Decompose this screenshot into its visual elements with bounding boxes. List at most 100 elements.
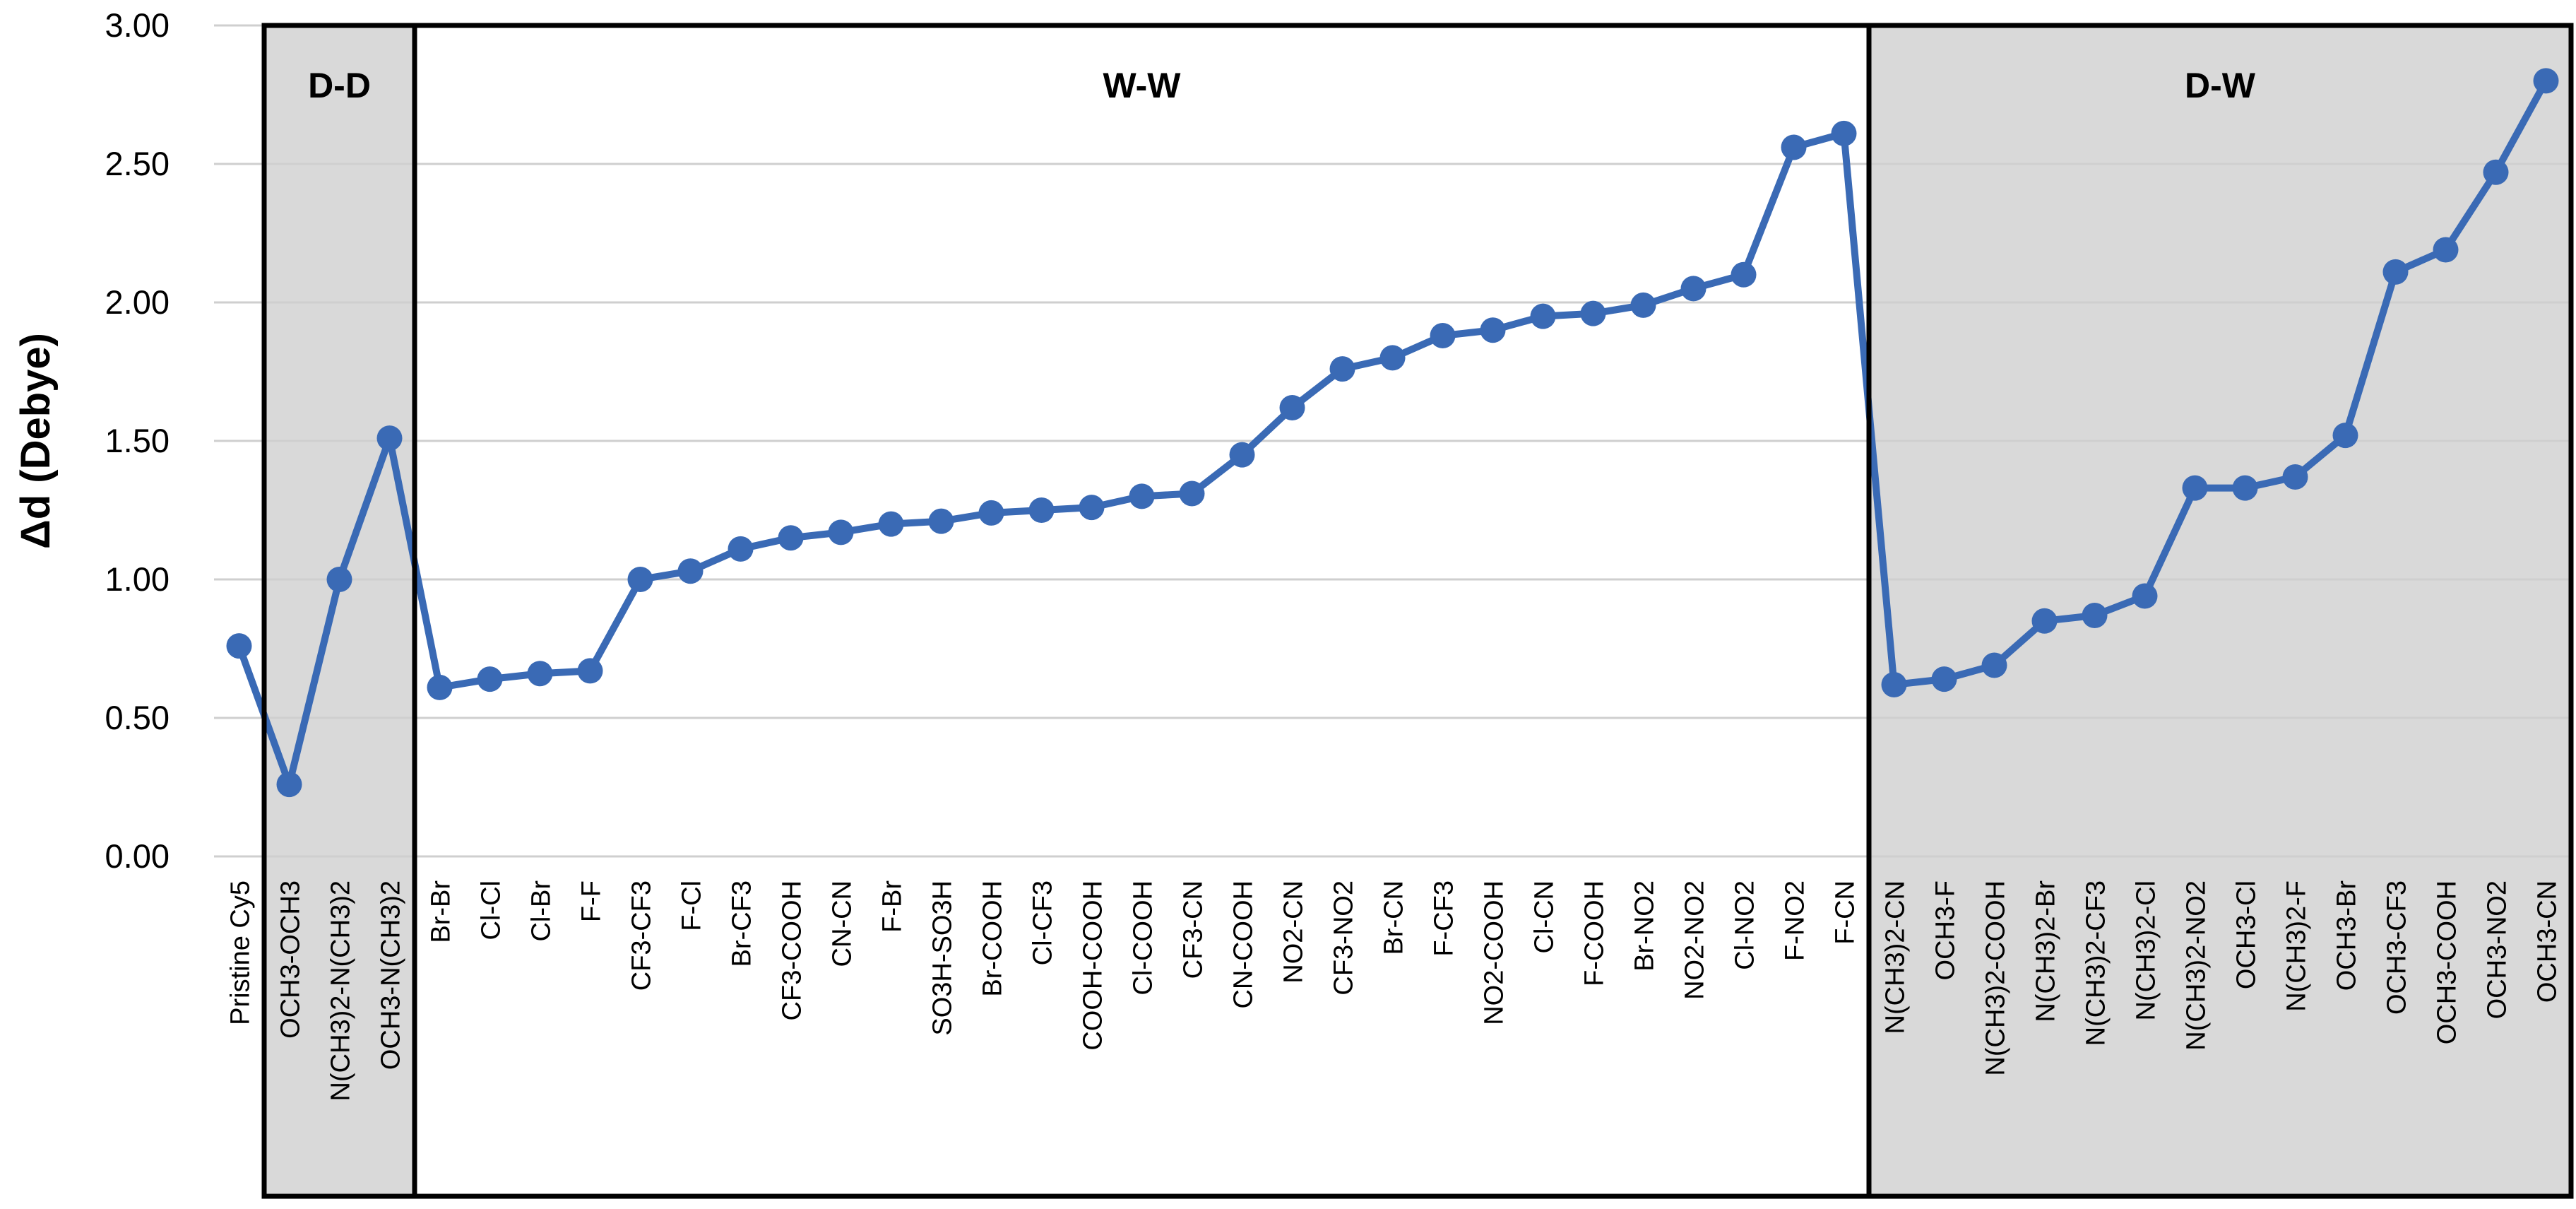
section-band-D-D xyxy=(264,25,415,1196)
x-category-label: CN-COOH xyxy=(1229,880,1259,1009)
x-category-label: OCH3-OCH3 xyxy=(276,880,306,1039)
data-point xyxy=(1831,120,1857,146)
x-category-label: Cl-Cl xyxy=(477,880,506,940)
x-category-label: NO2-COOH xyxy=(1480,880,1509,1025)
x-category-label: CF3-CN xyxy=(1179,880,1209,979)
x-category-label: N(CH3)2-CN xyxy=(1881,880,1911,1034)
x-category-label: F-F xyxy=(577,880,607,922)
data-point xyxy=(2332,423,2358,449)
data-point xyxy=(928,508,954,534)
x-category-label: F-CF3 xyxy=(1430,880,1459,957)
data-point xyxy=(2031,608,2058,634)
data-point xyxy=(1480,317,1506,343)
data-point xyxy=(978,500,1004,526)
x-category-label: F-CN xyxy=(1831,880,1860,945)
data-point xyxy=(1931,666,1957,692)
data-point xyxy=(1279,394,1305,420)
x-category-label: CF3-NO2 xyxy=(1329,880,1359,996)
data-point xyxy=(1881,671,1907,697)
data-point xyxy=(1229,442,1255,468)
data-point xyxy=(1129,483,1155,509)
x-category-label: N(CH3)2-COOH xyxy=(1981,880,2011,1076)
data-point xyxy=(878,511,904,537)
data-point xyxy=(1329,356,1355,382)
data-point xyxy=(1079,495,1105,521)
y-tick-label: 0.00 xyxy=(105,837,170,875)
x-category-label: NO2-NO2 xyxy=(1680,880,1710,1000)
y-tick-label: 3.00 xyxy=(105,6,170,44)
data-point xyxy=(828,519,854,545)
data-point xyxy=(1430,323,1456,349)
y-tick-label: 0.50 xyxy=(105,699,170,736)
data-point xyxy=(2082,602,2108,628)
x-category-label: N(CH3)2-Cl xyxy=(2132,880,2161,1020)
data-point xyxy=(728,536,754,562)
x-category-label: N(CH3)2-NO2 xyxy=(2182,880,2212,1051)
x-category-label: OCH3-COOH xyxy=(2433,880,2462,1044)
section-border-D-W xyxy=(1866,23,2574,1199)
x-category-label: Cl-Br xyxy=(527,880,557,942)
data-point xyxy=(2533,68,2559,94)
data-point xyxy=(1530,303,1556,329)
x-category-label: Br-COOH xyxy=(978,880,1008,997)
x-category-label: N(CH3)2-CF3 xyxy=(2082,880,2111,1046)
data-point xyxy=(427,674,453,700)
x-category-label: OCH3-CN xyxy=(2533,880,2563,1003)
x-category-label: Br-Br xyxy=(427,880,456,943)
x-category-label: COOH-COOH xyxy=(1079,880,1108,1051)
data-point xyxy=(276,772,302,798)
x-category-label: F-Br xyxy=(878,880,908,933)
x-category-label: Br-NO2 xyxy=(1630,880,1660,972)
section-title-W-W: W-W xyxy=(1103,66,1181,105)
data-point xyxy=(2433,237,2459,263)
x-category-label: F-NO2 xyxy=(1781,880,1810,961)
section-border-W-W xyxy=(412,23,1872,1199)
x-category-label: OCH3-Br xyxy=(2332,880,2362,991)
data-point xyxy=(778,525,804,551)
x-category-label: CN-CN xyxy=(828,880,857,967)
y-tick-label: 1.50 xyxy=(105,422,170,459)
section-title-D-D: D-D xyxy=(308,66,371,105)
data-point xyxy=(527,661,553,687)
data-point xyxy=(376,425,403,452)
x-category-label: Cl-NO2 xyxy=(1731,880,1760,970)
x-category-label: OCH3-F xyxy=(1931,880,1961,980)
x-category-label: OCH3-NO2 xyxy=(2483,880,2512,1019)
data-point xyxy=(627,567,653,592)
x-category-label: Cl-CN xyxy=(1530,880,1560,953)
x-category-label: NO2-CN xyxy=(1279,880,1309,984)
data-point xyxy=(477,666,503,692)
data-point xyxy=(226,633,252,659)
data-point xyxy=(2182,475,2208,501)
data-point xyxy=(1731,261,1757,288)
data-point xyxy=(2232,475,2258,501)
x-category-label: Br-CN xyxy=(1379,880,1409,955)
section-band-D-W xyxy=(1869,25,2571,1196)
data-point xyxy=(1680,276,1707,302)
x-category-label: F-Cl xyxy=(677,880,707,931)
data-point xyxy=(2132,583,2158,609)
x-category-label: Br-CF3 xyxy=(728,880,757,967)
data-point xyxy=(1179,480,1205,507)
x-category-label: OCH3-N(CH3)2 xyxy=(376,880,406,1070)
y-tick-label: 2.50 xyxy=(105,145,170,182)
data-point xyxy=(577,658,603,684)
data-point xyxy=(1981,652,2007,678)
x-category-label: F-COOH xyxy=(1580,880,1610,986)
data-point xyxy=(1580,300,1606,326)
x-category-label: OCH3-CF3 xyxy=(2382,880,2412,1015)
x-category-label: N(CH3)2-N(CH3)2 xyxy=(326,880,356,1101)
data-point xyxy=(1379,345,1406,371)
x-category-label: Pristine Cy5 xyxy=(226,880,256,1025)
y-tick-label: 1.00 xyxy=(105,560,170,598)
data-point xyxy=(2282,464,2308,490)
data-point xyxy=(1630,292,1656,318)
data-point xyxy=(1028,497,1055,523)
data-point xyxy=(326,567,352,592)
x-category-label: Cl-COOH xyxy=(1129,880,1158,996)
x-category-label: CF3-CF3 xyxy=(627,880,657,991)
data-point xyxy=(2483,159,2509,185)
y-axis-title: Δd (Debye) xyxy=(13,333,59,549)
